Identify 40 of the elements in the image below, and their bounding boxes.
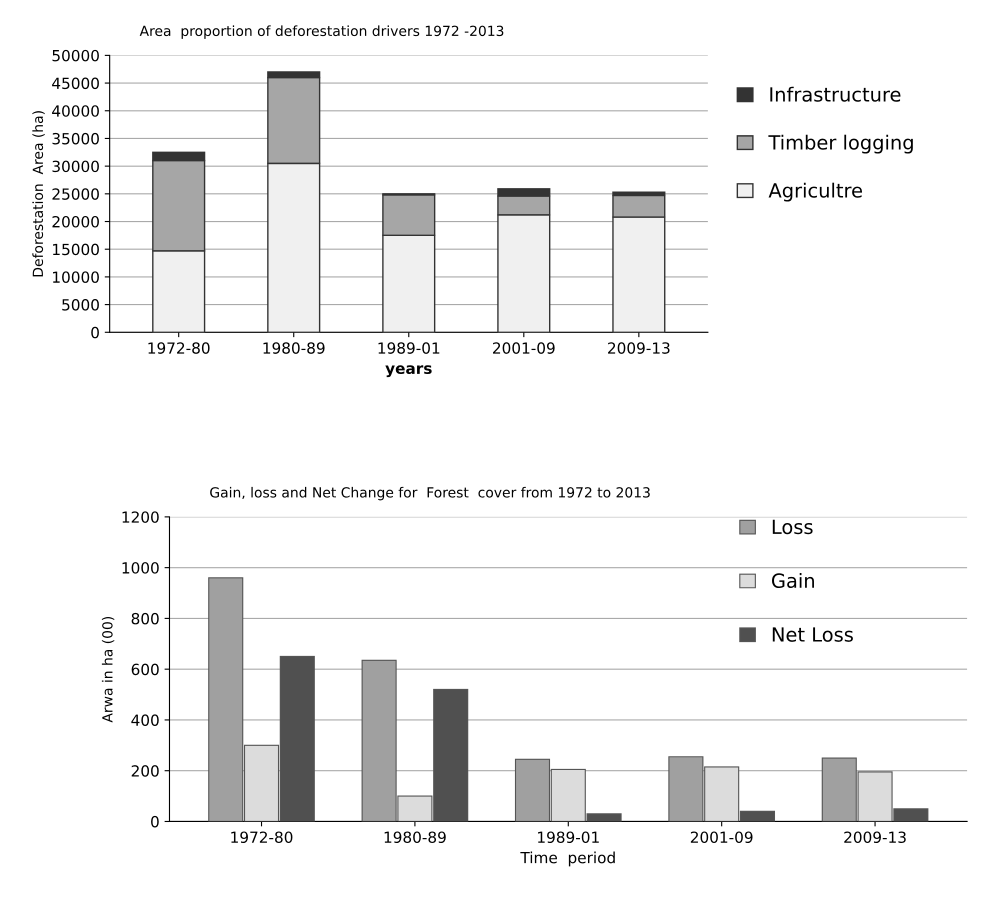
x-tick-label: 1980-89	[384, 831, 446, 844]
x-axis-title: years	[385, 365, 432, 378]
legend-label: Timber logging	[768, 134, 913, 154]
y-tick-label: 0	[91, 326, 99, 338]
y-tick-label: 400	[131, 714, 159, 726]
legend-label: Gain	[772, 572, 814, 588]
y-tick-label: 0	[151, 816, 159, 828]
y-tick-label: 20000	[52, 216, 99, 228]
y-tick-label: 30000	[52, 160, 99, 172]
legend-label: Infrastructure	[770, 86, 900, 102]
x-tick-label: 2009-13	[608, 342, 670, 354]
x-tick-label: 1989-01	[538, 831, 599, 844]
y-tick-label: 35000	[52, 132, 99, 144]
legend-label: Net Loss	[772, 627, 853, 642]
y-tick-label: 5000	[62, 299, 99, 311]
x-axis-title: Time period	[520, 852, 615, 866]
y-tick-label: 45000	[52, 78, 99, 90]
y-tick-label: 800	[132, 612, 159, 624]
y-tick-label: 200	[132, 765, 159, 777]
chart-title: Gain, loss and Net Change for Forest cover from 1972 to 2013	[210, 486, 650, 500]
x-tick-label: 2009-13	[844, 831, 906, 844]
y-tick-label: 25000	[52, 188, 99, 200]
y-tick-label: 1000	[122, 562, 159, 574]
y-tick-label: 15000	[53, 244, 99, 256]
y-tick-label: 10000	[53, 271, 99, 283]
legend-label: Loss	[772, 520, 813, 534]
x-tick-label: 1972-80	[148, 342, 210, 354]
y-tick-label: 50000	[52, 50, 99, 62]
legend-label: Agricultre	[768, 182, 862, 202]
chart-title: Area proportion of deforestation drivers 1972 -2013	[140, 25, 504, 39]
y-tick-label: 1200	[122, 511, 159, 523]
y-axis-title: Deforestation Area (ha)	[32, 111, 45, 276]
x-tick-label: 1980-89	[263, 342, 325, 354]
x-tick-label: 2001-09	[493, 342, 555, 354]
y-axis-title: Arwa in ha (00)	[102, 616, 114, 722]
y-tick-label: 40000	[52, 105, 99, 117]
x-tick-label: 2001-09	[690, 831, 753, 844]
y-tick-label: 600	[132, 664, 159, 676]
x-tick-label: 1989-01	[378, 342, 440, 354]
x-tick-label: 1972-80	[231, 831, 292, 844]
